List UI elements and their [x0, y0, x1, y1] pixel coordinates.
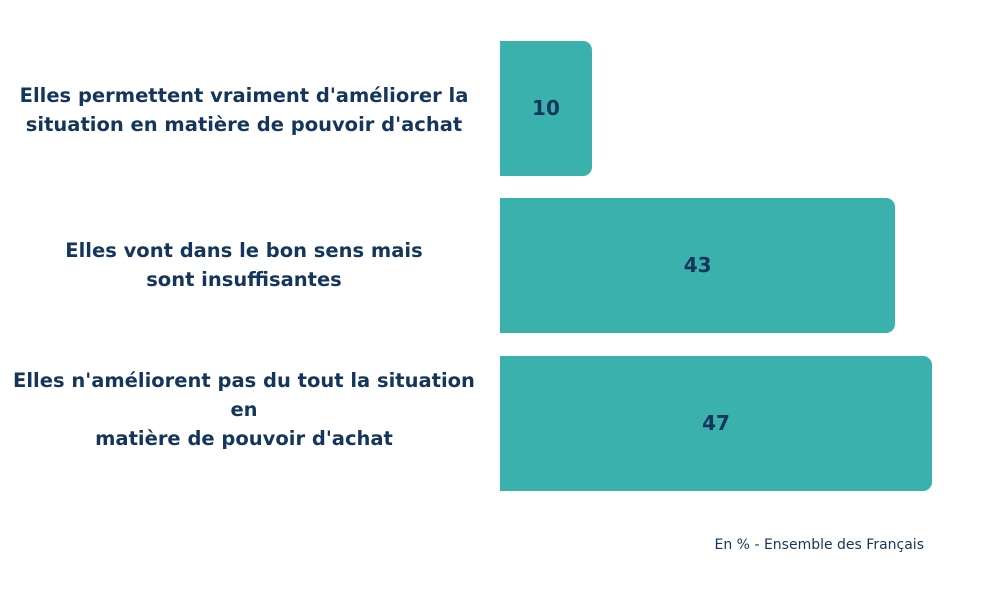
bar: 43	[500, 198, 896, 333]
category-label: Elles n'améliorent pas du tout la situat…	[13, 368, 475, 450]
bar-value-label: 47	[702, 411, 730, 435]
bar-value-label: 43	[683, 253, 712, 277]
bar-value-label: 10	[532, 96, 560, 120]
category-label: Elles permettent vraiment d'améliorer la…	[19, 84, 469, 136]
category-label: Elles vont dans le bon sens mais sont in…	[65, 239, 423, 291]
bar: 10	[500, 41, 592, 176]
source-note: En % - Ensemble des Français	[714, 537, 924, 553]
bar: 47	[500, 356, 932, 491]
